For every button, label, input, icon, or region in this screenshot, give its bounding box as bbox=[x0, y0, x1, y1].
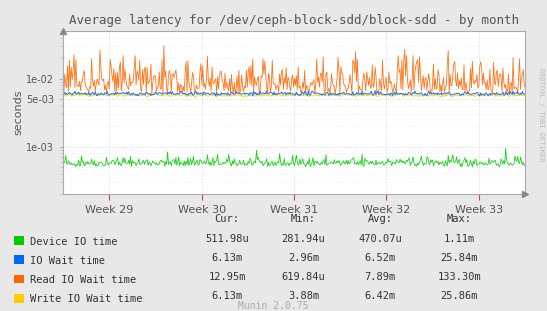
Text: RRDTOOL / TOBI OETIKER: RRDTOOL / TOBI OETIKER bbox=[538, 68, 544, 162]
Text: 25.84m: 25.84m bbox=[441, 253, 478, 263]
Text: 470.07u: 470.07u bbox=[358, 234, 402, 244]
Text: Cur:: Cur: bbox=[214, 214, 240, 224]
Text: 1.11m: 1.11m bbox=[444, 234, 475, 244]
Text: 6.13m: 6.13m bbox=[211, 253, 243, 263]
Text: 6.52m: 6.52m bbox=[364, 253, 396, 263]
Text: Max:: Max: bbox=[447, 214, 472, 224]
Text: 12.95m: 12.95m bbox=[208, 272, 246, 282]
Text: 3.88m: 3.88m bbox=[288, 291, 319, 301]
Text: 6.42m: 6.42m bbox=[364, 291, 396, 301]
Text: 133.30m: 133.30m bbox=[438, 272, 481, 282]
Text: 619.84u: 619.84u bbox=[282, 272, 325, 282]
Text: Min:: Min: bbox=[291, 214, 316, 224]
Text: Read IO Wait time: Read IO Wait time bbox=[30, 275, 136, 285]
Text: Munin 2.0.75: Munin 2.0.75 bbox=[238, 300, 309, 310]
Text: 7.89m: 7.89m bbox=[364, 272, 396, 282]
Title: Average latency for /dev/ceph-block-sdd/block-sdd - by month: Average latency for /dev/ceph-block-sdd/… bbox=[69, 14, 519, 27]
Text: Avg:: Avg: bbox=[368, 214, 393, 224]
Y-axis label: seconds: seconds bbox=[13, 90, 23, 136]
Text: IO Wait time: IO Wait time bbox=[30, 256, 105, 266]
Text: Write IO Wait time: Write IO Wait time bbox=[30, 295, 143, 304]
Text: 2.96m: 2.96m bbox=[288, 253, 319, 263]
Text: 6.13m: 6.13m bbox=[211, 291, 243, 301]
Text: 25.86m: 25.86m bbox=[441, 291, 478, 301]
Text: 281.94u: 281.94u bbox=[282, 234, 325, 244]
Text: Device IO time: Device IO time bbox=[30, 237, 118, 247]
Text: 511.98u: 511.98u bbox=[205, 234, 249, 244]
